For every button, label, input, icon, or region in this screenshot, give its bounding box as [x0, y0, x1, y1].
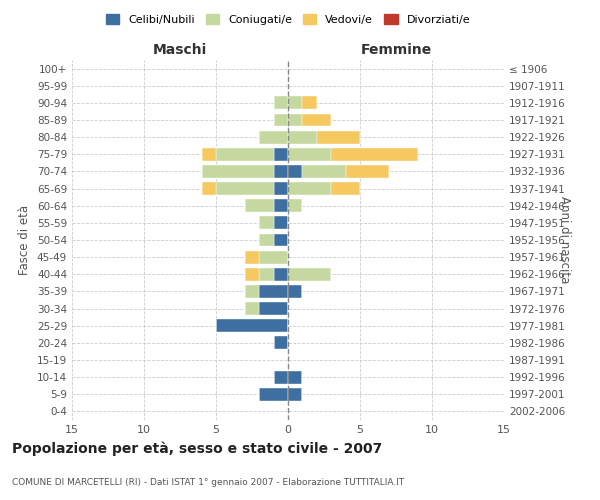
Bar	[202, 182, 216, 195]
Bar	[274, 96, 288, 110]
Bar	[288, 96, 302, 110]
Bar	[302, 114, 331, 126]
Bar	[288, 370, 302, 384]
Bar	[288, 114, 302, 126]
Bar	[216, 148, 274, 160]
Text: COMUNE DI MARCETELLI (RI) - Dati ISTAT 1° gennaio 2007 - Elaborazione TUTTITALIA: COMUNE DI MARCETELLI (RI) - Dati ISTAT 1…	[12, 478, 404, 487]
Bar	[288, 268, 331, 280]
Bar	[259, 302, 288, 315]
Bar	[259, 130, 288, 143]
Bar	[274, 336, 288, 349]
Bar	[245, 285, 259, 298]
Bar	[288, 182, 331, 195]
Bar	[259, 234, 274, 246]
Bar	[274, 216, 288, 230]
Bar	[259, 388, 288, 400]
Legend: Celibi/Nubili, Coniugati/e, Vedovi/e, Divorziati/e: Celibi/Nubili, Coniugati/e, Vedovi/e, Di…	[103, 10, 473, 28]
Bar	[288, 130, 317, 143]
Bar	[274, 182, 288, 195]
Bar	[274, 148, 288, 160]
Bar	[216, 182, 274, 195]
Bar	[274, 165, 288, 178]
Bar	[288, 165, 302, 178]
Bar	[274, 200, 288, 212]
Bar	[331, 148, 418, 160]
Bar	[259, 268, 274, 280]
Bar	[245, 250, 259, 264]
Text: Femmine: Femmine	[361, 42, 431, 56]
Bar	[288, 388, 302, 400]
Text: Popolazione per età, sesso e stato civile - 2007: Popolazione per età, sesso e stato civil…	[12, 441, 382, 456]
Bar	[259, 250, 288, 264]
Y-axis label: Fasce di età: Fasce di età	[19, 205, 31, 275]
Bar	[346, 165, 389, 178]
Bar	[302, 165, 346, 178]
Bar	[202, 165, 274, 178]
Bar	[302, 96, 317, 110]
Bar	[288, 200, 302, 212]
Y-axis label: Anni di nascita: Anni di nascita	[558, 196, 571, 284]
Bar	[259, 216, 274, 230]
Bar	[245, 302, 259, 315]
Bar	[202, 148, 216, 160]
Bar	[274, 114, 288, 126]
Bar	[245, 200, 274, 212]
Bar	[331, 182, 360, 195]
Bar	[274, 370, 288, 384]
Bar	[274, 234, 288, 246]
Bar	[274, 268, 288, 280]
Bar	[245, 268, 259, 280]
Bar	[288, 148, 331, 160]
Text: Maschi: Maschi	[153, 42, 207, 56]
Bar	[288, 285, 302, 298]
Bar	[216, 320, 288, 332]
Bar	[317, 130, 360, 143]
Bar	[259, 285, 288, 298]
